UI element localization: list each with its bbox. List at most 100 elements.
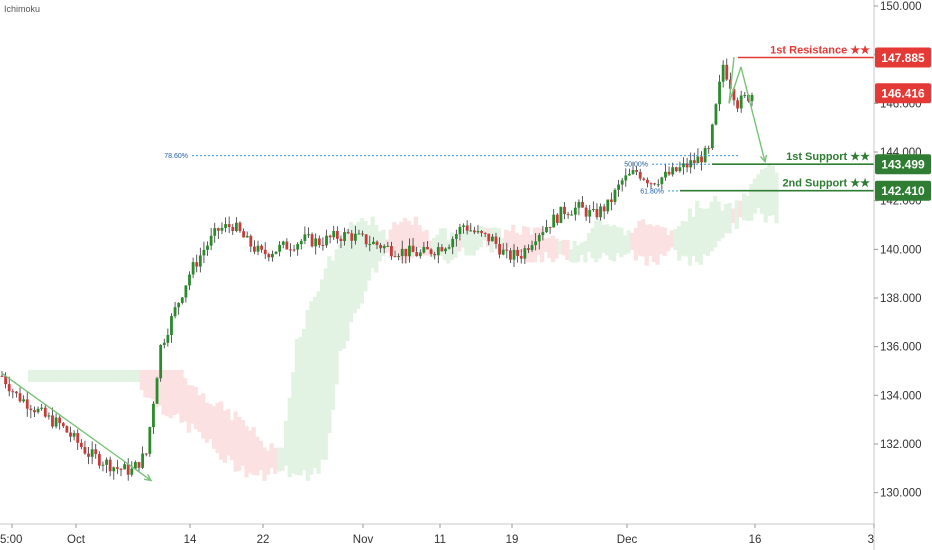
cloud-segment — [550, 235, 556, 263]
candle-body — [588, 209, 592, 217]
candle-body — [649, 183, 653, 185]
cloud-segment — [745, 195, 750, 221]
candle-body — [310, 234, 314, 247]
candle-body — [703, 147, 707, 163]
cloud-segment — [222, 410, 227, 463]
price-axis[interactable]: 130.000 132.000 134.000 136.000 138.000 140.0… — [874, 1, 922, 500]
candle-body — [418, 252, 422, 257]
y-tick-label: 150.000 — [880, 1, 922, 13]
candle-body — [390, 245, 393, 257]
candle-body — [379, 244, 383, 249]
cloud-segment — [168, 369, 173, 419]
price-badge-label: 147.885 — [881, 51, 925, 65]
cloud-segment — [673, 228, 678, 250]
candle-body — [469, 230, 473, 232]
downtrend-arrow-head — [143, 473, 153, 482]
cloud-segment — [565, 239, 570, 261]
candle-body — [718, 81, 721, 105]
cloud-segment — [226, 409, 231, 456]
candle-body — [11, 391, 15, 393]
cloud-segment — [190, 385, 195, 424]
cloud-segment — [648, 224, 653, 257]
downtrend-arrow — [1, 372, 152, 482]
cloud-segment — [417, 225, 422, 248]
cloud-segment — [442, 228, 447, 261]
candle-body — [361, 233, 364, 235]
cloud-segment — [731, 208, 736, 224]
candle-body — [242, 231, 245, 238]
cloud-segment — [435, 234, 440, 252]
cloud-segment — [518, 234, 523, 253]
cloud-segment — [46, 369, 51, 383]
cloud-segment — [558, 240, 563, 255]
cloud-segment — [431, 238, 437, 258]
cloud-segment — [716, 201, 721, 242]
cloud-segment — [424, 229, 429, 256]
cloud-segment — [132, 369, 137, 383]
cloud-segment — [366, 224, 372, 281]
price-badges: 147.885 146.416 143.499 142.410 — [875, 47, 931, 201]
candle-body — [307, 234, 310, 236]
cloud-segment — [507, 231, 512, 248]
candle-body — [227, 224, 231, 227]
cloud-segment — [604, 224, 610, 256]
cloud-segment — [71, 369, 76, 383]
candle-body — [400, 248, 404, 257]
candle-body — [29, 408, 33, 411]
swing-line — [728, 66, 742, 104]
candle-body — [260, 245, 264, 250]
candle-body — [628, 173, 631, 176]
cloud-segment — [143, 369, 148, 398]
cloud-segment — [428, 240, 433, 256]
cloud-segment — [89, 369, 94, 383]
candle-body — [447, 247, 451, 249]
cloud-segment — [413, 216, 419, 251]
cloud-segment — [608, 226, 613, 261]
candle-body — [739, 95, 743, 109]
cloud-segment — [511, 224, 516, 252]
cloud-segment — [651, 226, 657, 263]
candle-body — [689, 160, 693, 168]
cloud-segment — [258, 440, 263, 471]
candle-body — [191, 262, 195, 275]
candle-body — [624, 175, 628, 181]
x-tick-label: 5:00 — [0, 534, 22, 546]
candle-body — [94, 449, 98, 455]
candle-body — [58, 417, 62, 424]
candle-body — [411, 245, 415, 253]
candle-body — [490, 236, 494, 242]
cloud-segment — [237, 417, 242, 471]
candle-body — [382, 245, 386, 249]
time-axis[interactable]: 5:00 Oct 14 22 Nov 11 19 Dec 16 3 — [0, 524, 875, 546]
cloud-segment — [615, 226, 620, 254]
candle-body — [642, 178, 646, 180]
cloud-segment — [78, 369, 83, 383]
cloud-segment — [197, 395, 202, 433]
cloud-segment — [680, 220, 685, 256]
candle-body — [166, 334, 170, 343]
candle-body — [408, 245, 411, 257]
candle-body — [202, 249, 206, 256]
candle-body — [253, 246, 256, 252]
cloud-segment — [727, 202, 732, 234]
candle-body — [530, 245, 534, 250]
cloud-segment — [269, 443, 274, 469]
cloud-segment — [446, 240, 451, 264]
candle-body — [33, 410, 36, 413]
candle-body — [714, 104, 718, 125]
cloud-segment — [42, 369, 47, 383]
candle-body — [422, 246, 426, 253]
candle-body — [79, 442, 83, 448]
cloud-segment — [302, 328, 307, 471]
candle-body — [195, 262, 199, 267]
cloud-segment — [359, 218, 364, 304]
cloud-segment — [92, 369, 98, 383]
cloud-segment — [273, 447, 278, 474]
cloud-segment — [165, 369, 170, 417]
candle-body — [534, 241, 538, 246]
cloud-segment — [204, 402, 209, 443]
candle-body — [364, 234, 368, 245]
cloud-segment — [193, 387, 199, 430]
candle-body — [249, 235, 253, 247]
